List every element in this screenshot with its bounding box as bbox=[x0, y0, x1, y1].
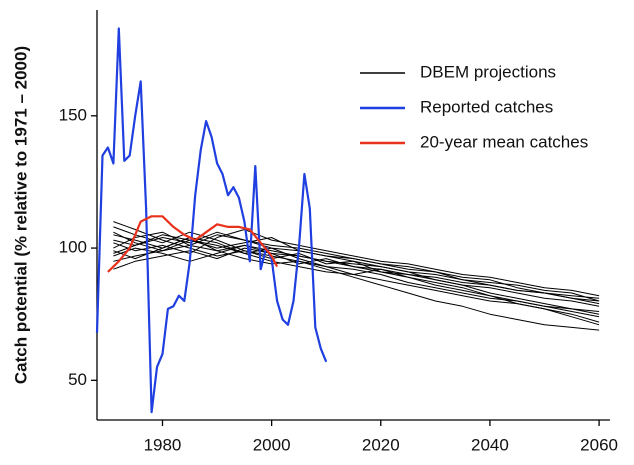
projection-line bbox=[113, 231, 600, 299]
x-tick-label: 2020 bbox=[362, 435, 400, 454]
x-tick-label: 2000 bbox=[253, 435, 291, 454]
x-tick-label: 2060 bbox=[580, 435, 618, 454]
legend-label: DBEM projections bbox=[420, 62, 556, 81]
y-tick-label: 50 bbox=[68, 370, 87, 389]
y-axis-label: Catch potential (% relative to 1971 – 20… bbox=[11, 46, 30, 384]
x-tick-label: 2040 bbox=[471, 435, 509, 454]
projection-line bbox=[113, 234, 600, 315]
series-line bbox=[95, 27, 328, 414]
projection-line bbox=[113, 234, 600, 307]
series-line bbox=[107, 215, 279, 273]
projection-line bbox=[113, 226, 600, 312]
y-tick-label: 150 bbox=[59, 105, 87, 124]
y-tick-label: 100 bbox=[59, 238, 87, 257]
legend-label: 20-year mean catches bbox=[420, 132, 588, 151]
legend-label: Reported catches bbox=[420, 97, 553, 116]
x-tick-label: 1980 bbox=[144, 435, 182, 454]
